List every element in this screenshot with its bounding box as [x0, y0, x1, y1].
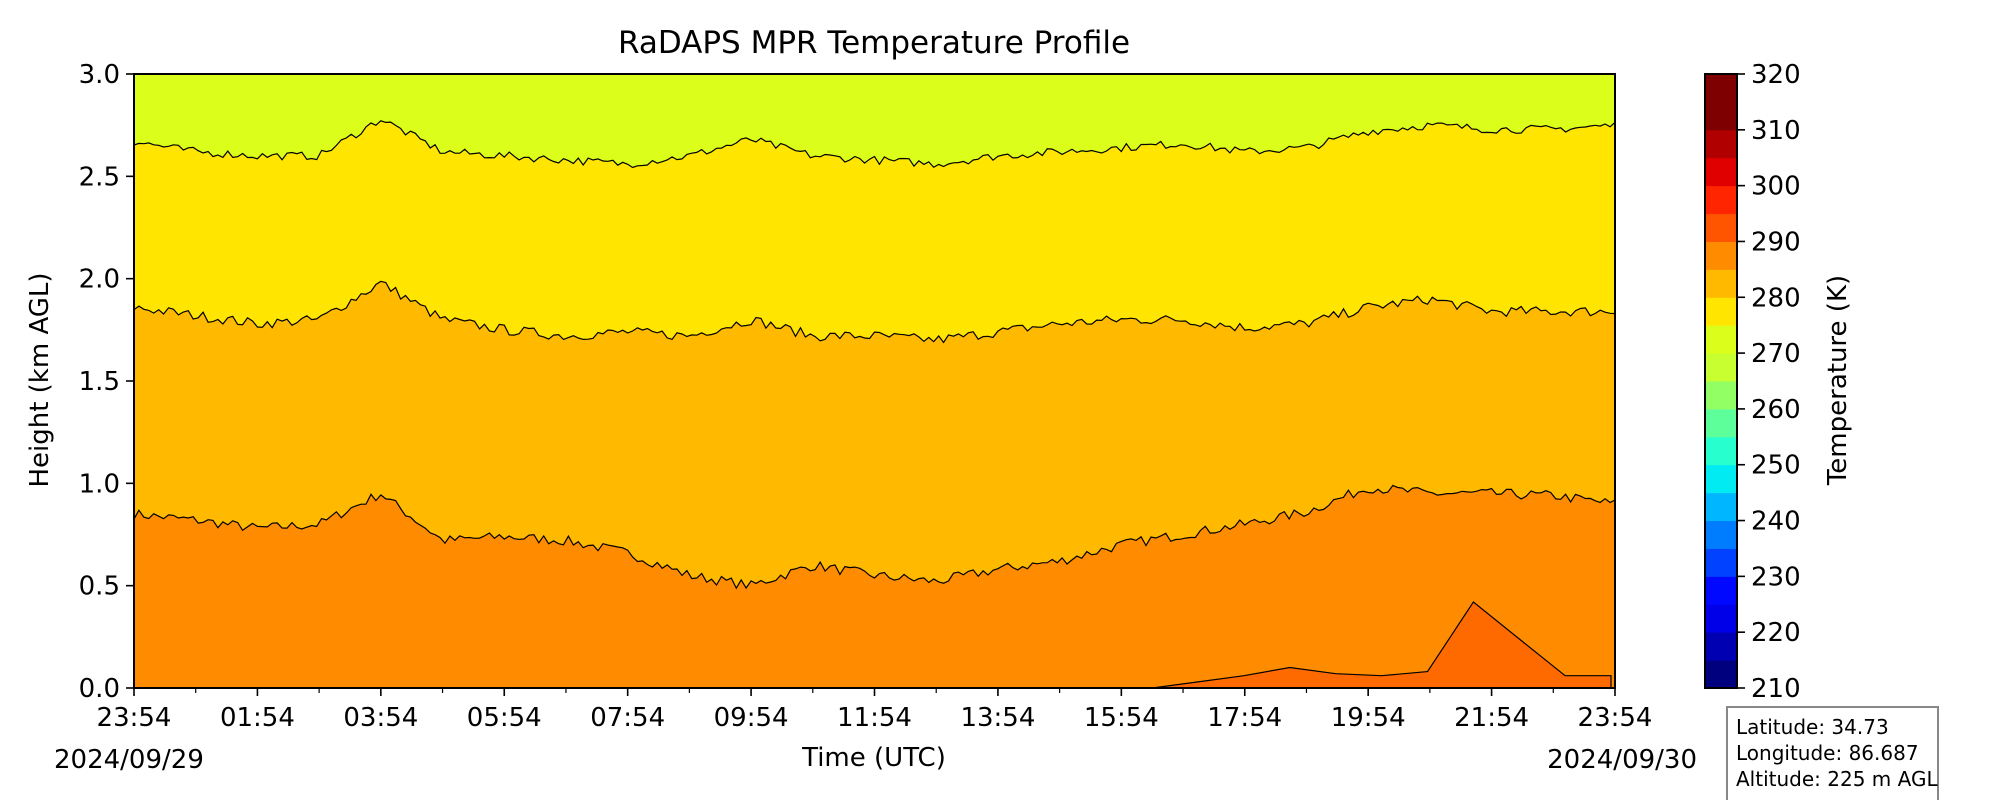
colorbar-tick-label: 290	[1751, 227, 1801, 257]
colorbar-segment	[1705, 325, 1737, 354]
x-tick-label: 11:54	[837, 703, 912, 733]
colorbar-segment	[1705, 213, 1737, 242]
colorbar-segment	[1705, 408, 1737, 438]
x-tick-label: 21:54	[1454, 703, 1529, 733]
colorbar-tick-label: 260	[1751, 395, 1801, 425]
y-tick-label: 1.5	[79, 367, 120, 397]
altitude-text: Altitude: 225 m AGL	[1736, 767, 1938, 791]
contour-280K	[133, 120, 1616, 169]
x-tick-label: 13:54	[960, 703, 1035, 733]
colorbar: 210 220 230 240 250 260 270 280 290 300 310 320	[1704, 60, 1801, 704]
x-axis-label: Time (UTC)	[801, 743, 946, 773]
y-tick-label: 2.5	[79, 162, 120, 192]
colorbar-tick-label: 240	[1751, 507, 1801, 537]
colorbar-segment	[1705, 660, 1737, 689]
y-tick-label: 1.0	[79, 469, 120, 499]
y-tick-label: 3.0	[79, 60, 120, 90]
x-tick-label: 09:54	[714, 703, 789, 733]
x-tick-label: 01:54	[220, 703, 295, 733]
y-axis-label: Height (km AGL)	[25, 272, 55, 487]
colorbar-segment	[1705, 632, 1737, 661]
colorbar-tick-label: 310	[1751, 116, 1801, 146]
colorbar-segment	[1705, 353, 1737, 382]
longitude-text: Longitude: 86.687	[1736, 741, 1919, 765]
band-290-295	[134, 485, 1615, 688]
x-tick-label: 23:54	[1578, 703, 1653, 733]
contour-lines	[133, 120, 1616, 590]
colorbar-segment	[1705, 129, 1737, 159]
info-box-frame	[1726, 706, 1939, 804]
colorbar-segment	[1705, 576, 1737, 605]
x-tick-label: 05:54	[467, 703, 542, 733]
date-end-label: 2024/09/30	[1547, 745, 1697, 775]
plot-area	[134, 74, 1615, 689]
x-tick-label: 23:54	[97, 703, 172, 733]
colorbar-segment	[1705, 269, 1737, 298]
band-295-300	[1152, 601, 1612, 689]
colorbar-segment	[1705, 381, 1737, 410]
date-start-label: 2024/09/29	[54, 745, 204, 775]
colorbar-tick-label: 300	[1751, 172, 1801, 202]
colorbar-tick-label: 210	[1751, 674, 1801, 704]
colorbar-segment	[1705, 74, 1737, 103]
colorbar-segment	[1705, 101, 1737, 131]
contour-290K	[133, 484, 1616, 590]
colorbar-tick-label: 250	[1751, 451, 1801, 481]
info-box: Latitude: 34.73 Longitude: 86.687 Altitu…	[1726, 706, 1939, 804]
x-tick-label: 15:54	[1084, 703, 1159, 733]
axes: 23:54 01:54 03:54 05:54 07:54 09:54 11:54 13:54…	[79, 60, 1653, 733]
colorbar-segment	[1705, 241, 1737, 270]
x-tick-label: 03:54	[343, 703, 418, 733]
colorbar-tick-label: 230	[1751, 562, 1801, 592]
colorbar-segment	[1705, 548, 1737, 577]
y-tick-label: 0.5	[79, 572, 120, 602]
colorbar-label: Temperature (K)	[1823, 275, 1853, 486]
y-tick-label: 2.0	[79, 265, 120, 295]
colorbar-frame	[1704, 73, 1738, 689]
x-tick-label: 19:54	[1331, 703, 1406, 733]
x-tick-label: 17:54	[1207, 703, 1282, 733]
colorbar-tick-label: 320	[1751, 60, 1801, 90]
chart-title: RaDAPS MPR Temperature Profile	[618, 25, 1130, 61]
colorbar-segment	[1705, 492, 1737, 522]
contour-285K	[133, 280, 1616, 344]
y-tick-label: 0.0	[79, 674, 120, 704]
colorbar-segment	[1705, 157, 1737, 187]
colorbar-segment	[1705, 464, 1737, 494]
colorbar-segment	[1705, 185, 1737, 215]
colorbar-tick-label: 220	[1751, 618, 1801, 648]
colorbar-tick-label: 280	[1751, 283, 1801, 313]
colorbar-segment	[1705, 520, 1737, 549]
colorbar-segment	[1705, 436, 1737, 466]
colorbar-tick-label: 270	[1751, 339, 1801, 369]
latitude-text: Latitude: 34.73	[1736, 715, 1889, 739]
colorbar-segment	[1705, 604, 1737, 633]
x-tick-label: 07:54	[590, 703, 665, 733]
colorbar-segment	[1705, 297, 1737, 326]
